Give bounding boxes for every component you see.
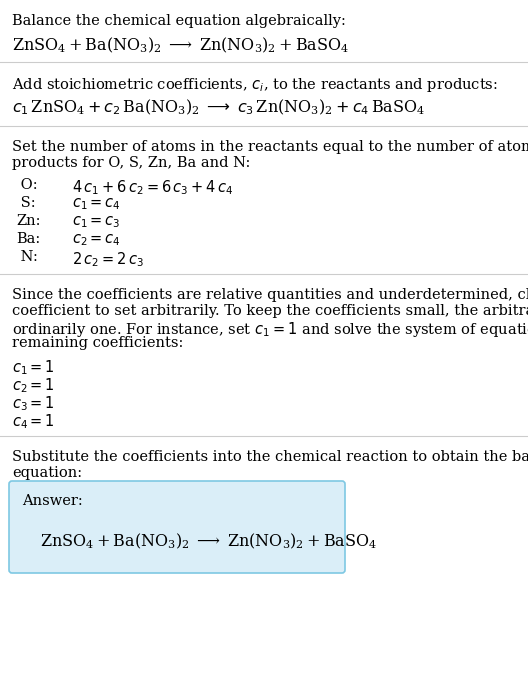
Text: Balance the chemical equation algebraically:: Balance the chemical equation algebraica… bbox=[12, 14, 346, 28]
Text: $c_1 = 1$: $c_1 = 1$ bbox=[12, 358, 55, 377]
FancyBboxPatch shape bbox=[9, 481, 345, 573]
Text: $c_1 = c_4$: $c_1 = c_4$ bbox=[72, 196, 121, 212]
Text: coefficient to set arbitrarily. To keep the coefficients small, the arbitrary va: coefficient to set arbitrarily. To keep … bbox=[12, 304, 528, 318]
Text: $c_2 = c_4$: $c_2 = c_4$ bbox=[72, 232, 121, 247]
Text: $\mathregular{ZnSO_4 + Ba(NO_3)_2 \;\longrightarrow\; Zn(NO_3)_2 + BaSO_4}$: $\mathregular{ZnSO_4 + Ba(NO_3)_2 \;\lon… bbox=[40, 532, 378, 552]
Text: N:: N: bbox=[16, 250, 38, 264]
Text: $c_2 = 1$: $c_2 = 1$ bbox=[12, 376, 55, 395]
Text: products for O, S, Zn, Ba and N:: products for O, S, Zn, Ba and N: bbox=[12, 156, 250, 170]
Text: Answer:: Answer: bbox=[22, 494, 83, 508]
Text: O:: O: bbox=[16, 178, 37, 192]
Text: $4\,c_1 + 6\,c_2 = 6\,c_3 + 4\,c_4$: $4\,c_1 + 6\,c_2 = 6\,c_3 + 4\,c_4$ bbox=[72, 178, 233, 197]
Text: $2\,c_2 = 2\,c_3$: $2\,c_2 = 2\,c_3$ bbox=[72, 250, 144, 268]
Text: Ba:: Ba: bbox=[16, 232, 40, 246]
Text: $c_4 = 1$: $c_4 = 1$ bbox=[12, 412, 55, 431]
Text: $\mathregular{ZnSO_4 + Ba(NO_3)_2 \;\longrightarrow\; Zn(NO_3)_2 + BaSO_4}$: $\mathregular{ZnSO_4 + Ba(NO_3)_2 \;\lon… bbox=[12, 36, 350, 55]
Text: Set the number of atoms in the reactants equal to the number of atoms in the: Set the number of atoms in the reactants… bbox=[12, 140, 528, 154]
Text: remaining coefficients:: remaining coefficients: bbox=[12, 336, 183, 350]
Text: $c_3 = 1$: $c_3 = 1$ bbox=[12, 394, 55, 413]
Text: $c_1\,\mathregular{ZnSO_4} + c_2\,\mathregular{Ba(NO_3)_2} \;\longrightarrow\; c: $c_1\,\mathregular{ZnSO_4} + c_2\,\mathr… bbox=[12, 98, 425, 118]
Text: Substitute the coefficients into the chemical reaction to obtain the balanced: Substitute the coefficients into the che… bbox=[12, 450, 528, 464]
Text: S:: S: bbox=[16, 196, 35, 210]
Text: ordinarily one. For instance, set $c_1 = 1$ and solve the system of equations fo: ordinarily one. For instance, set $c_1 =… bbox=[12, 320, 528, 339]
Text: Zn:: Zn: bbox=[16, 214, 41, 228]
Text: Add stoichiometric coefficients, $\mathit{c}_i$, to the reactants and products:: Add stoichiometric coefficients, $\mathi… bbox=[12, 76, 498, 94]
Text: $c_1 = c_3$: $c_1 = c_3$ bbox=[72, 214, 120, 230]
Text: equation:: equation: bbox=[12, 466, 82, 480]
Text: Since the coefficients are relative quantities and underdetermined, choose a: Since the coefficients are relative quan… bbox=[12, 288, 528, 302]
